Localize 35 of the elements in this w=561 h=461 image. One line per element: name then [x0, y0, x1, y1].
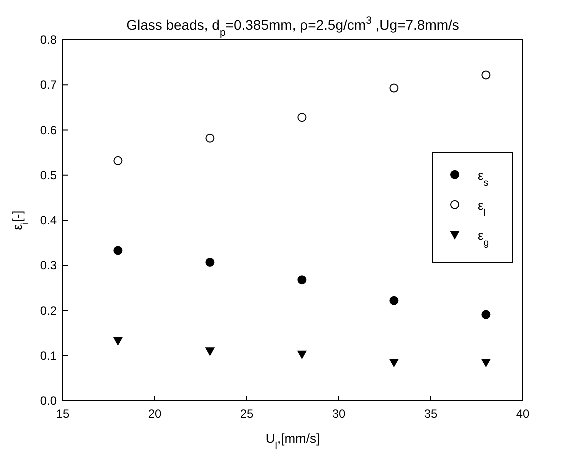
point	[206, 348, 215, 356]
point	[482, 310, 491, 320]
chart-title: Glass beads, d$_{p}$=0.385mm, ρ=2.5g/cm$^{3}$ ,Ug=7.8mm/s	[126, 15, 460, 39]
y-tick-label: 0.5	[40, 168, 58, 182]
x-tick-label: 40	[516, 407, 530, 421]
y-tick-label: 0.2	[40, 304, 58, 318]
y-tick-label: 0.0	[40, 394, 58, 408]
y-tick-label: 0.6	[40, 123, 58, 138]
x-tick-label: 25	[240, 407, 254, 421]
point	[482, 358, 491, 368]
point	[390, 84, 399, 93]
x-axis-title: U$_{l}$,[mm/s]	[266, 431, 320, 452]
point	[390, 358, 399, 368]
y-tick-label: 0.4	[40, 214, 58, 228]
x-tick-label: 15	[56, 407, 70, 421]
y-tick-label: 0.7	[40, 78, 58, 92]
x-tick-label: 30	[332, 407, 346, 421]
y-tick-label: 0.1	[40, 348, 58, 363]
point	[206, 258, 215, 267]
point	[298, 350, 307, 360]
point	[114, 337, 123, 346]
point	[298, 113, 307, 122]
point	[206, 134, 215, 143]
x-tick-label: 20	[148, 407, 162, 421]
x-tick-label: 35	[424, 407, 438, 421]
legend-label: ε$_{g}$	[478, 228, 490, 248]
y-tick-label: 0.8	[40, 33, 58, 47]
point	[114, 156, 123, 166]
point	[298, 276, 307, 285]
point	[390, 296, 399, 306]
legend-label: ε$_{s}$	[478, 168, 489, 188]
point	[114, 246, 123, 256]
y-tick-label: 0.3	[40, 258, 58, 273]
point	[482, 70, 491, 80]
legend-label: ε$_{l}$	[478, 198, 486, 218]
